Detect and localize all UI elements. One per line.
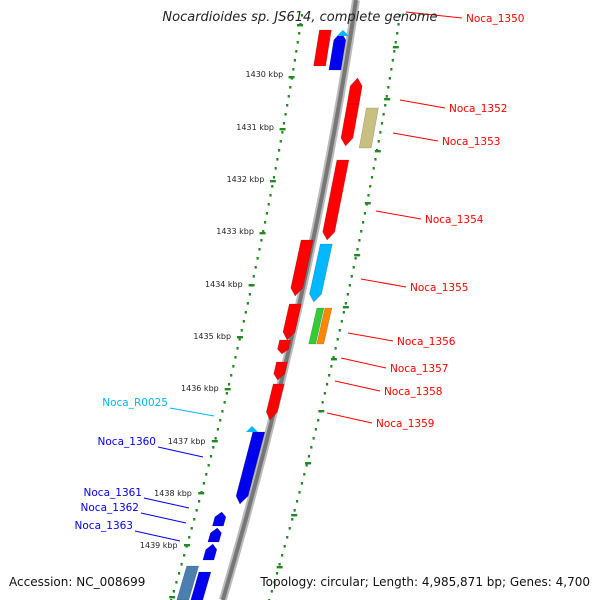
gene-arrow	[273, 361, 288, 381]
gene-arrow	[328, 31, 347, 71]
scale-tick-outer	[330, 358, 337, 361]
outer-dotted-track	[268, 14, 402, 600]
label-leader-line	[405, 11, 463, 19]
scale-tick-outer	[354, 254, 361, 257]
gene-arrow	[235, 431, 266, 505]
gene-arrow	[322, 159, 350, 241]
gene-label[interactable]: Noca_R0025	[102, 397, 168, 409]
gene-features	[176, 29, 379, 600]
gene-label[interactable]: Noca_1361	[84, 487, 142, 499]
kbp-tick-label: 1434 kbp	[205, 280, 243, 289]
kbp-tick-label: 1435 kbp	[193, 332, 231, 341]
trna-marker	[246, 426, 258, 432]
kbp-tick-label: 1430 kbp	[246, 70, 284, 79]
gene-arrow	[202, 543, 218, 561]
gene-label[interactable]: Noca_1362	[81, 502, 139, 514]
kbp-tick-label: 1438 kbp	[154, 489, 192, 498]
gene-arrow	[277, 339, 291, 355]
gene-arrow	[358, 107, 379, 149]
label-leader-line	[375, 210, 422, 220]
scale-tick-inner	[296, 24, 303, 27]
genome-summary-text: Topology: circular; Length: 4,985,871 bp…	[260, 575, 590, 589]
gene-arrow	[346, 77, 363, 105]
scale-tick-outer	[364, 202, 371, 205]
scale-tick-inner	[279, 128, 286, 131]
label-leader-line	[347, 332, 394, 342]
scale-tick-inner	[236, 336, 243, 339]
scale-tick-inner	[184, 544, 191, 547]
scale-tick-outer	[276, 566, 283, 569]
kbp-tick-label: 1436 kbp	[181, 384, 219, 393]
gene-label[interactable]: Noca_1359	[376, 418, 434, 430]
scale-tick-outer	[342, 306, 349, 309]
scale-tick-outer	[318, 410, 325, 413]
gene-arrow	[207, 527, 222, 543]
label-leader-line	[326, 412, 373, 424]
gene-arrow	[265, 383, 285, 421]
map-title: Nocardioides sp. JS614, complete genome	[162, 10, 438, 25]
scale-tick-outer	[374, 150, 381, 153]
scale-tick-inner	[169, 596, 176, 599]
gene-arrow	[340, 103, 360, 147]
label-leader-line	[140, 512, 187, 524]
inner-dotted-track	[170, 14, 304, 600]
label-leader-line	[360, 278, 407, 288]
scale-tick-inner	[259, 232, 266, 235]
gene-arrow	[290, 239, 314, 297]
gene-label[interactable]: Noca_1357	[390, 363, 448, 375]
gene-label[interactable]: Noca_1350	[466, 13, 524, 25]
gene-label[interactable]: Noca_1353	[442, 136, 500, 148]
gene-arrow	[313, 29, 332, 67]
gene-labels: Noca_1350 Noca_1352 Noca_1353 Noca_1354 Noca…	[75, 11, 524, 542]
label-leader-line	[143, 497, 190, 509]
kbp-tick-label: 1437 kbp	[168, 437, 206, 446]
scale-tick-outer	[291, 514, 298, 517]
gene-label[interactable]: Noca_1352	[449, 103, 507, 115]
gene-label[interactable]: Noca_1354	[425, 214, 484, 226]
gene-arrow	[282, 303, 302, 341]
gene-arrow	[176, 565, 200, 600]
label-leader-line	[399, 99, 446, 109]
label-leader-line	[169, 407, 215, 417]
gene-arrow	[212, 511, 227, 527]
genome-backbone	[218, 0, 360, 600]
scale-tick-inner	[269, 180, 276, 183]
scale-tick-inner	[248, 284, 255, 287]
scale-tick-inner	[224, 388, 231, 391]
gene-label[interactable]: Noca_1363	[75, 520, 133, 532]
accession-text: Accession: NC_008699	[9, 575, 146, 589]
gene-label[interactable]: Noca_1358	[384, 386, 442, 398]
kbp-tick-label: 1433 kbp	[216, 227, 254, 236]
gene-label[interactable]: Noca_1360	[98, 436, 156, 448]
gene-label[interactable]: Noca_1355	[410, 282, 468, 294]
kbp-tick-label: 1432 kbp	[227, 175, 265, 184]
label-leader-line	[134, 530, 181, 542]
scale-tick-outer	[384, 98, 391, 101]
label-leader-line	[334, 380, 381, 392]
kbp-tick-label: 1431 kbp	[236, 123, 274, 132]
label-leader-line	[392, 132, 439, 142]
scale-tick-inner	[198, 492, 205, 495]
scale-tick-inner	[211, 440, 218, 443]
kbp-tick-label: 1439 kbp	[140, 541, 178, 550]
gene-arrow	[316, 307, 333, 345]
gene-arrow	[309, 243, 333, 303]
scale-tick-outer	[392, 46, 399, 49]
gene-arrow	[308, 307, 325, 345]
trna-marker	[337, 30, 349, 36]
label-leader-line	[340, 357, 387, 369]
scale-tick-inner	[288, 76, 295, 79]
gene-label[interactable]: Noca_1356	[397, 336, 456, 348]
gene-arrow	[190, 571, 212, 600]
scale-tick-outer	[305, 462, 312, 465]
label-leader-line	[157, 446, 204, 458]
